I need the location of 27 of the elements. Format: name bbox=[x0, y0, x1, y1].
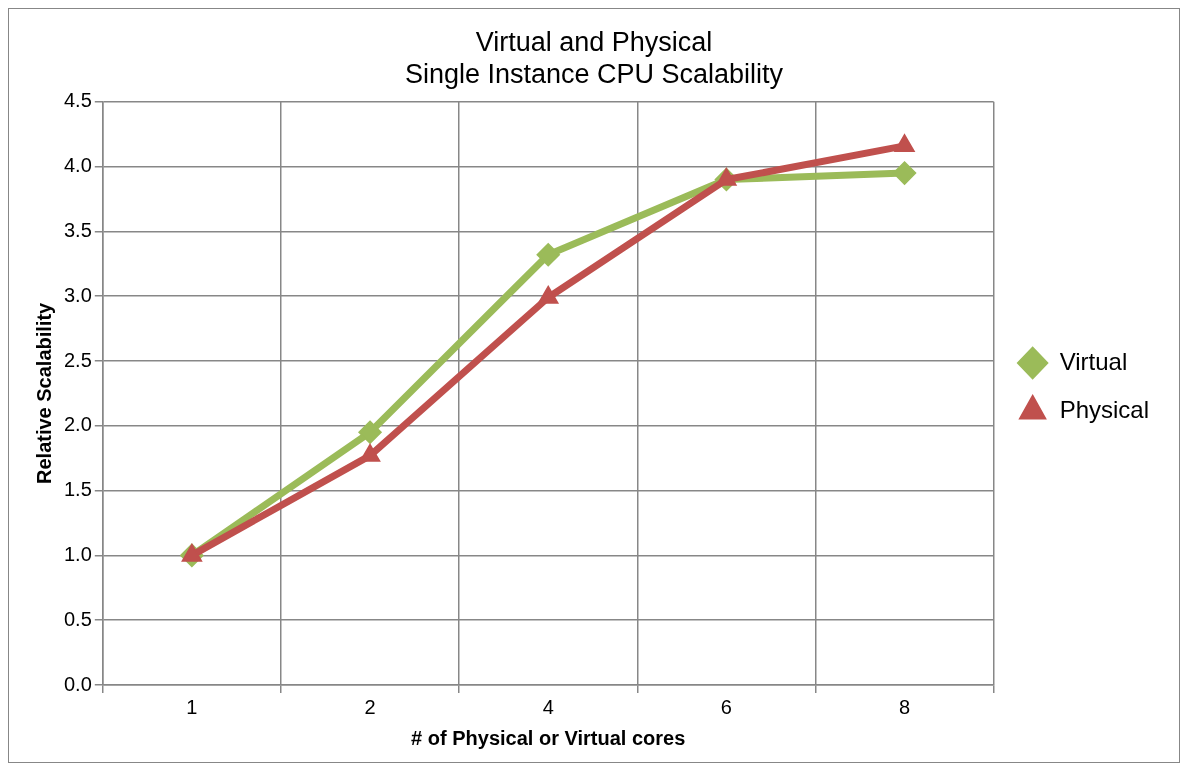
point bbox=[894, 134, 915, 153]
y-tick-label: 4.0 bbox=[63, 154, 92, 177]
x-tick-label: 1 bbox=[186, 695, 198, 718]
text: Single Instance CPU Scalability bbox=[404, 59, 784, 90]
y-axis-title: Relative Scalability bbox=[32, 301, 55, 484]
point bbox=[536, 242, 560, 267]
y-tick-label: 1.0 bbox=[63, 542, 92, 565]
legend-label: Physical bbox=[1059, 395, 1150, 423]
y-tick-label: 0.0 bbox=[63, 672, 92, 695]
text: Virtual and Physical bbox=[475, 26, 713, 57]
y-tick-label: 3.5 bbox=[63, 218, 92, 241]
point bbox=[359, 443, 381, 462]
y-tick-label: 0.5 bbox=[63, 607, 92, 630]
y-tick-label: 4.5 bbox=[63, 89, 92, 112]
x-tick-label: 6 bbox=[720, 695, 732, 718]
point bbox=[537, 285, 559, 304]
y-tick-label: 2.0 bbox=[63, 413, 92, 436]
y-tick-label: 1.5 bbox=[63, 478, 92, 501]
x-tick-label: 4 bbox=[542, 695, 554, 718]
y-tick-label: 3.0 bbox=[63, 283, 92, 306]
x-tick-label: 8 bbox=[898, 695, 911, 718]
y-tick-label: 2.5 bbox=[63, 348, 92, 371]
point bbox=[181, 543, 203, 562]
x-tick-label: 2 bbox=[364, 695, 376, 718]
legend-label: Virtual bbox=[1059, 347, 1128, 375]
point bbox=[892, 161, 917, 185]
x-axis-title: # of Physical or Virtual cores bbox=[411, 726, 686, 749]
